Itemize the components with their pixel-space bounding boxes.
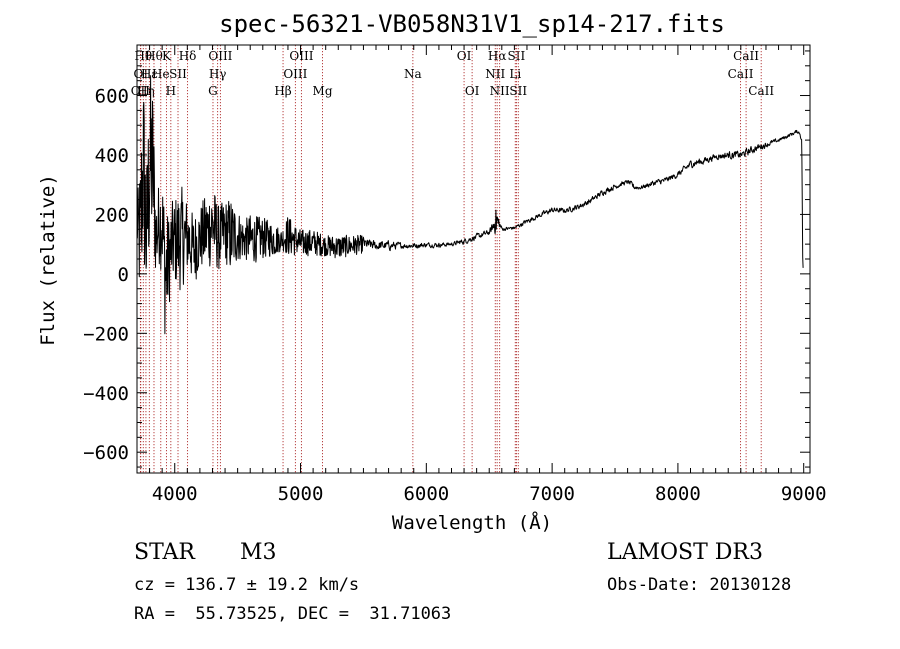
- survey-name: LAMOST DR3: [607, 540, 763, 565]
- y-tick-label: 600: [95, 86, 129, 108]
- line-marker-label-24: Li: [509, 67, 521, 81]
- x-tick-label: 7000: [529, 483, 575, 505]
- line-marker-label-4: Hε: [141, 67, 158, 81]
- y-tick-label: 400: [95, 145, 129, 167]
- y-tick-label: 200: [95, 204, 129, 226]
- line-marker-label-14: Hβ: [274, 84, 291, 98]
- line-marker-label-13: OIII: [208, 49, 232, 63]
- line-marker-label-7: K: [162, 49, 172, 63]
- line-marker-label-26: SII: [509, 84, 527, 98]
- y-axis-label: Flux (relative): [37, 174, 59, 346]
- line-marker-label-8: H: [166, 84, 176, 98]
- line-marker-label-20: OI: [465, 84, 480, 98]
- line-marker-label-28: CaII: [733, 49, 759, 63]
- y-tick-label: −400: [83, 383, 129, 405]
- tick-labels: 4000 5000 6000 7000 8000 9000 −600 −400 −200 0 200…: [83, 86, 826, 505]
- object-class: STAR: [134, 540, 195, 565]
- x-axis-label: Wavelength (Å): [392, 511, 552, 534]
- line-marker-label-27: CaII: [728, 67, 754, 81]
- y-tick-label: −200: [83, 323, 129, 345]
- line-marker-label-10: Hδ: [179, 49, 197, 63]
- y-tick-label: −600: [83, 442, 129, 464]
- line-marker-label-9: SII: [169, 67, 187, 81]
- redshift-readout: cz = 136.7 ± 19.2 km/s: [134, 575, 360, 595]
- line-marker-label-11: G: [208, 84, 218, 98]
- x-tick-label: 9000: [781, 483, 827, 505]
- line-marker-label-21: NII: [485, 67, 505, 81]
- line-marker-label-2: Hθ: [134, 49, 152, 63]
- line-marker-label-29: CaII: [748, 84, 774, 98]
- x-tick-label: 8000: [655, 483, 701, 505]
- line-marker-label-18: Na: [404, 67, 422, 81]
- x-tick-label: 5000: [278, 483, 324, 505]
- spectrum-series: [136, 75, 804, 335]
- line-marker-label-22: Hα: [488, 49, 507, 63]
- line-marker-label-19: OI: [457, 49, 472, 63]
- line-marker-label-12: Hγ: [209, 67, 227, 81]
- line-marker-label-23: NII: [490, 84, 510, 98]
- line-marker-label-17: Mg: [313, 84, 333, 98]
- y-tick-label: 0: [118, 264, 129, 286]
- line-marker-label-6: He: [152, 67, 170, 81]
- x-tick-label: 6000: [403, 483, 449, 505]
- obs-date: Obs-Date: 20130128: [607, 575, 792, 595]
- object-subclass: M3: [240, 540, 277, 565]
- axes: [136, 44, 811, 474]
- plot-frame: [136, 44, 811, 474]
- x-tick-label: 4000: [152, 483, 198, 505]
- line-marker-label-25: SII: [508, 49, 526, 63]
- line-marker-label-15: OIII: [283, 67, 307, 81]
- chart-title: spec-56321-VB058N31V1_sp14-217.fits: [219, 10, 725, 38]
- line-marker-label-5: Hθ: [145, 49, 163, 63]
- coordinates-readout: RA = 55.73525, DEC = 31.71063: [134, 604, 452, 624]
- spectrum-line: [136, 75, 804, 335]
- line-marker-label-16: OIII: [289, 49, 313, 63]
